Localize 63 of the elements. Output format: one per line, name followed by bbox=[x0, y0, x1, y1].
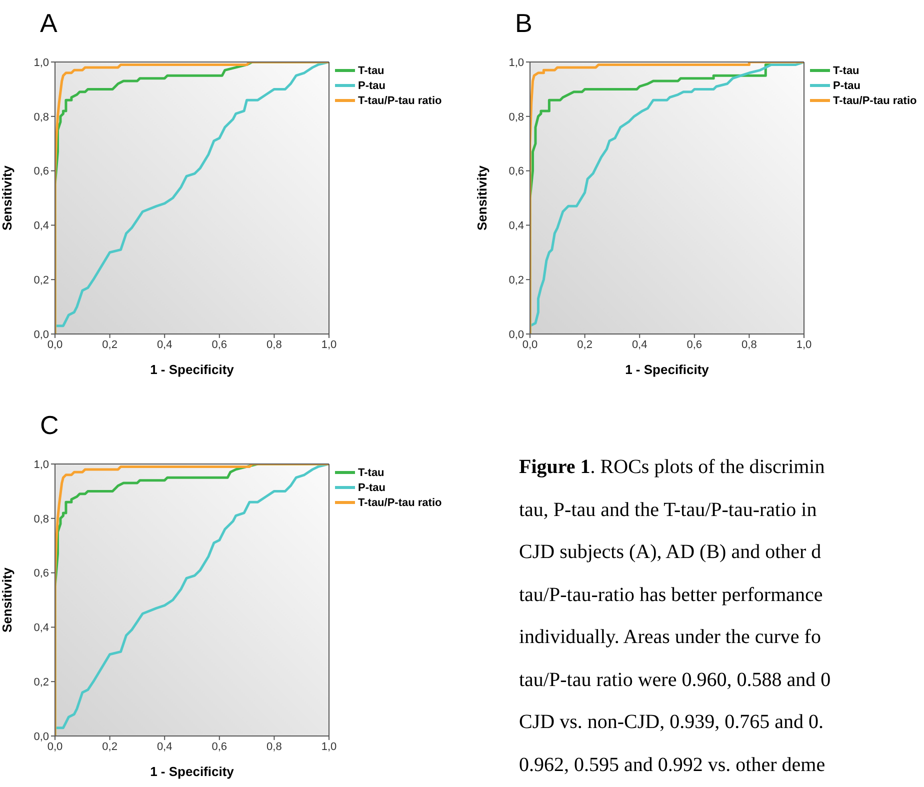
x-tick-label: 1,0 bbox=[321, 740, 337, 753]
x-tick-label: 0,4 bbox=[632, 338, 648, 351]
text: tau, P-tau and the T-tau/P-tau-ratio in bbox=[519, 498, 817, 520]
text: tau/P-tau ratio were 0.960, 0.588 and 0 bbox=[519, 668, 831, 690]
x-tick-label: 0,4 bbox=[156, 338, 172, 351]
x-tick-label: 0,2 bbox=[102, 338, 118, 351]
y-tick-label: 0,8 bbox=[34, 513, 49, 526]
x-axis-title: 1 - Specificity bbox=[625, 362, 710, 377]
y-tick-label: 0,8 bbox=[34, 111, 49, 124]
y-tick-label: 0,0 bbox=[34, 730, 49, 743]
y-axis-title: Sensitivity bbox=[0, 164, 15, 231]
text: . ROCs plots of the discrimin bbox=[590, 456, 825, 478]
x-tick-label: 0,0 bbox=[47, 338, 63, 351]
text: 0.962, 0.595 and 0.992 vs. other deme bbox=[519, 754, 826, 776]
legend-label: P-tau bbox=[358, 80, 386, 92]
y-tick-label: 1,0 bbox=[34, 56, 49, 69]
x-tick-label: 0,0 bbox=[47, 740, 63, 753]
text: CJD subjects (A), AD (B) and other d bbox=[519, 541, 822, 563]
y-tick-label: 0,4 bbox=[34, 622, 49, 634]
y-tick-label: 0,2 bbox=[508, 274, 524, 287]
x-axis-title: 1 - Specificity bbox=[150, 362, 235, 377]
text: individually. Areas under the curve fo bbox=[519, 626, 821, 648]
legend-label: T-tau/P-tau ratio bbox=[833, 94, 917, 106]
y-tick-label: 0,6 bbox=[34, 568, 49, 580]
y-tick-label: 1,0 bbox=[34, 458, 49, 471]
legend-label: T-tau/P-tau ratio bbox=[358, 94, 442, 106]
y-axis-title: Sensitivity bbox=[474, 164, 490, 231]
y-tick-label: 0,6 bbox=[34, 166, 49, 178]
x-tick-label: 1,0 bbox=[321, 338, 337, 351]
chart-title: A bbox=[40, 8, 58, 39]
y-tick-label: 0,8 bbox=[508, 111, 524, 124]
text: Figure 1 bbox=[519, 456, 590, 478]
x-tick-label: 0,6 bbox=[212, 338, 228, 351]
y-tick-label: 0,2 bbox=[34, 676, 49, 689]
legend-label: P-tau bbox=[833, 80, 860, 92]
x-axis-title: 1 - Specificity bbox=[150, 764, 235, 779]
legend-label: T-tau/P-tau ratio bbox=[358, 496, 442, 508]
x-tick-label: 0,8 bbox=[742, 338, 757, 351]
y-tick-label: 0,2 bbox=[34, 274, 49, 287]
x-tick-label: 0,2 bbox=[102, 740, 118, 753]
x-tick-label: 0,6 bbox=[212, 740, 228, 753]
x-tick-label: 0,8 bbox=[266, 740, 282, 753]
x-tick-label: 0,4 bbox=[156, 740, 172, 753]
y-tick-label: 0,0 bbox=[508, 328, 524, 341]
x-tick-label: 0,6 bbox=[686, 338, 702, 351]
x-tick-label: 0,8 bbox=[266, 338, 282, 351]
legend-label: T-tau bbox=[358, 466, 384, 478]
chart-title: B bbox=[515, 8, 532, 39]
y-tick-label: 1,0 bbox=[508, 56, 524, 69]
legend-label: P-tau bbox=[358, 482, 386, 494]
x-tick-label: 0,0 bbox=[522, 338, 538, 351]
text: CJD vs. non-CJD, 0.939, 0.765 and 0. bbox=[519, 711, 824, 733]
x-tick-label: 1,0 bbox=[796, 338, 812, 351]
y-axis-title: Sensitivity bbox=[0, 566, 15, 633]
y-tick-label: 0,0 bbox=[34, 328, 49, 341]
legend-label: T-tau bbox=[358, 64, 384, 76]
y-tick-label: 0,6 bbox=[508, 166, 524, 178]
chart-title: C bbox=[40, 410, 59, 441]
text: tau/P-tau-ratio has better performance bbox=[519, 584, 823, 606]
y-tick-label: 0,4 bbox=[508, 220, 524, 232]
y-tick-label: 0,4 bbox=[34, 220, 49, 232]
legend-label: T-tau bbox=[833, 64, 860, 76]
x-tick-label: 0,2 bbox=[577, 338, 592, 351]
